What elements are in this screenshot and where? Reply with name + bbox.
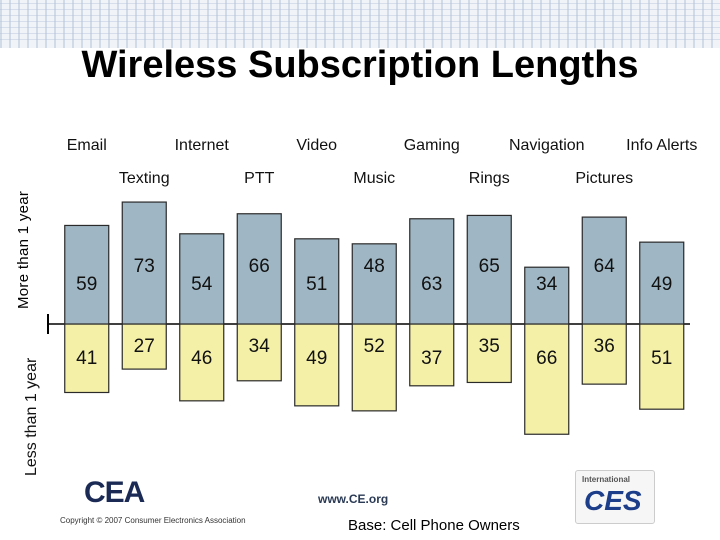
bar-less-than-1-year: [351, 323, 397, 412]
bar-less-than-1-year: [64, 323, 110, 394]
bar-less-than-1-year: [639, 323, 685, 410]
category-label: Internet: [175, 137, 230, 154]
value-label-more: 65: [479, 256, 500, 277]
value-label-less: 35: [479, 336, 500, 357]
header-stripes-overlay: [0, 0, 720, 40]
bar-more-than-1-year: [581, 216, 627, 325]
category-label: Video: [296, 137, 337, 154]
bar-less-than-1-year: [179, 323, 225, 402]
category-label: Music: [353, 170, 395, 187]
category-label: Email: [67, 137, 107, 154]
category-label: Gaming: [404, 137, 460, 154]
value-label-more: 49: [651, 274, 672, 295]
value-label-less: 66: [536, 348, 557, 369]
bar-more-than-1-year: [64, 224, 110, 325]
bar-less-than-1-year: [121, 323, 167, 370]
value-label-less: 36: [594, 336, 615, 357]
value-label-more: 59: [76, 274, 97, 295]
value-label-less: 34: [249, 336, 271, 357]
copyright-text: Copyright © 2007 Consumer Electronics As…: [60, 516, 246, 525]
website-text: www.CE.org: [318, 492, 389, 506]
category-label: Navigation: [509, 137, 585, 154]
value-label-more: 54: [191, 274, 213, 295]
value-label-more: 48: [364, 256, 385, 277]
bar-more-than-1-year: [524, 266, 570, 325]
header-stripes: [0, 0, 720, 48]
value-label-less: 41: [76, 348, 97, 369]
value-label-less: 51: [651, 348, 672, 369]
value-label-more: 34: [536, 274, 558, 295]
bar-more-than-1-year: [351, 243, 397, 325]
bar-less-than-1-year: [409, 323, 455, 387]
value-label-less: 46: [191, 348, 212, 369]
value-label-more: 73: [134, 256, 155, 277]
bar-more-than-1-year: [294, 238, 340, 325]
value-label-less: 49: [306, 348, 327, 369]
category-label: Texting: [119, 170, 170, 187]
base-note: Base: Cell Phone Owners: [348, 517, 520, 534]
bar-more-than-1-year: [121, 201, 167, 325]
axis-label-less: Less than 1 year: [23, 357, 40, 476]
value-label-more: 66: [249, 256, 270, 277]
value-label-more: 63: [421, 274, 442, 295]
value-label-less: 52: [364, 336, 385, 357]
page-title: Wireless Subscription Lengths: [81, 44, 639, 86]
value-label-less: 37: [421, 348, 442, 369]
ces-badge: International CES: [575, 470, 655, 524]
ces-badge-top: International: [582, 475, 631, 484]
category-label: Pictures: [575, 170, 633, 187]
bar-more-than-1-year: [409, 218, 455, 325]
ces-logo: CES: [584, 485, 642, 516]
category-label: PTT: [244, 170, 274, 187]
bar-more-than-1-year: [179, 233, 225, 325]
cea-logo: CEA: [84, 476, 145, 509]
category-label: Rings: [469, 170, 510, 187]
value-label-more: 51: [306, 274, 327, 295]
bar-more-than-1-year: [466, 214, 512, 325]
category-label: Info Alerts: [626, 137, 697, 154]
value-label-more: 64: [594, 256, 616, 277]
value-label-less: 27: [134, 336, 155, 357]
bar-less-than-1-year: [524, 323, 570, 435]
bar-more-than-1-year: [236, 213, 282, 325]
bar-more-than-1-year: [639, 241, 685, 325]
